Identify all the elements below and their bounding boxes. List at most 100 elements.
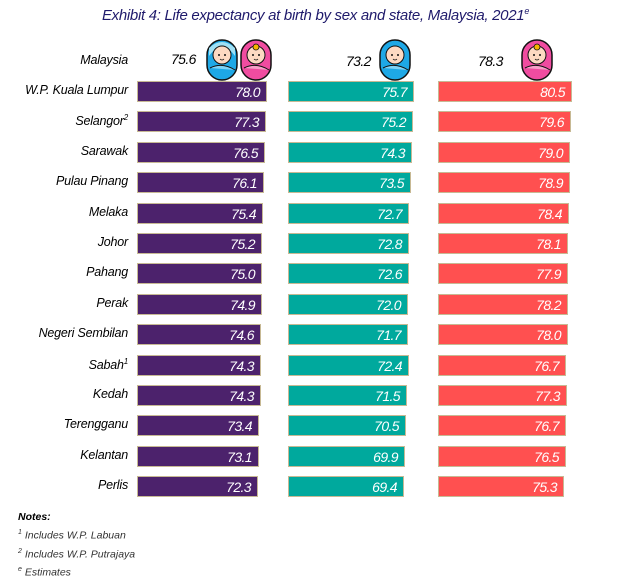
bar-total: 73.1 <box>137 445 259 467</box>
data-label: 78.9 <box>538 175 563 192</box>
category-label: Sarawak <box>80 143 128 158</box>
data-label: 76.5 <box>534 448 559 465</box>
baby-boy-icon <box>206 39 238 81</box>
data-label: 76.5 <box>233 144 258 161</box>
category-label: Terengganu <box>63 417 128 432</box>
notes: Notes: 1 Includes W.P. Labuan 2 Includes… <box>18 510 135 581</box>
data-label: 75.4 <box>231 205 256 222</box>
data-label: 79.6 <box>539 114 564 131</box>
data-label: 75.3 <box>532 479 557 496</box>
data-label: 75.7 <box>382 84 407 100</box>
data-label: 75.0 <box>230 266 255 283</box>
bar-male: 69.4 <box>288 476 404 498</box>
bar-total: 75.2 <box>137 233 262 254</box>
national-total-value: 75.6 <box>171 51 196 67</box>
data-label: 74.3 <box>380 144 405 161</box>
data-label: 74.6 <box>229 327 254 344</box>
note-item: 2 Includes W.P. Putrajaya <box>18 547 136 561</box>
title-superscript: e <box>524 6 530 16</box>
bar-total: 73.4 <box>137 415 259 437</box>
category-label: Johor <box>97 235 128 249</box>
data-label: 72.3 <box>226 479 251 496</box>
data-label: 76.7 <box>534 357 559 374</box>
bar-male: 75.7 <box>288 81 414 102</box>
bar-female: 75.3 <box>438 476 564 498</box>
bar-male: 70.5 <box>288 415 406 437</box>
bar-total: 74.3 <box>137 354 261 376</box>
data-label: 71.5 <box>375 388 400 404</box>
category-label: W.P. Kuala Lumpur <box>25 83 128 97</box>
national-female-value: 78.3 <box>478 53 503 69</box>
data-label: 77.9 <box>536 266 561 283</box>
data-label: 72.4 <box>377 357 402 374</box>
data-label: 72.0 <box>376 296 401 313</box>
bar-female: 78.1 <box>438 233 568 254</box>
baby-girl-icon <box>240 39 272 81</box>
category-label: Negeri Sembilan <box>38 326 129 341</box>
category-label: Kedah <box>92 387 128 401</box>
bar-male: 73.5 <box>288 172 411 194</box>
bar-female: 78.2 <box>438 293 568 315</box>
bar-male: 75.2 <box>288 111 413 133</box>
data-label: 70.5 <box>374 418 399 435</box>
bar-female: 78.9 <box>438 172 570 194</box>
data-label: 72.6 <box>377 266 402 283</box>
data-label: 72.7 <box>377 205 402 222</box>
data-label: 71.7 <box>376 327 401 344</box>
baby-boy-icon <box>379 39 411 81</box>
data-label: 74.9 <box>230 296 255 313</box>
data-label: 78.1 <box>536 236 561 252</box>
data-label: 73.1 <box>227 448 252 465</box>
bar-female: 79.6 <box>438 111 571 133</box>
data-label: 76.7 <box>534 418 559 435</box>
data-label: 69.9 <box>373 448 398 465</box>
bar-male: 72.0 <box>288 293 408 315</box>
data-label: 76.1 <box>232 175 257 192</box>
bar-female: 76.5 <box>438 445 566 467</box>
data-label: 74.3 <box>229 357 254 374</box>
data-label: 78.2 <box>536 296 561 313</box>
national-male-value: 73.2 <box>346 53 371 69</box>
bar-female: 79.0 <box>438 141 570 163</box>
bar-female: 80.5 <box>438 81 572 102</box>
data-label: 75.2 <box>230 236 255 252</box>
baby-girl-icon <box>521 39 553 81</box>
bar-total: 74.6 <box>137 324 261 346</box>
category-label: Perak <box>96 295 128 310</box>
category-label: Perlis <box>97 478 128 493</box>
category-label: Kelantan <box>80 447 128 462</box>
data-label: 78.0 <box>536 327 561 344</box>
chart-title: Exhibit 4: Life expectancy at birth by s… <box>0 6 631 24</box>
bar-female: 78.0 <box>438 324 568 346</box>
bar-male: 72.8 <box>288 233 409 254</box>
category-label: Pahang <box>86 265 128 280</box>
data-label: 78.0 <box>235 84 260 100</box>
bar-male: 71.7 <box>288 324 408 346</box>
note-item: 1 Includes W.P. Labuan <box>18 529 126 542</box>
data-label: 75.2 <box>381 114 406 131</box>
notes-heading: Notes: <box>18 511 51 523</box>
bar-female: 77.9 <box>438 263 568 285</box>
bar-total: 72.3 <box>137 476 258 498</box>
category-label: Melaka <box>88 204 128 219</box>
data-label: 74.3 <box>229 388 254 404</box>
data-label: 73.5 <box>379 175 404 192</box>
bar-total: 74.3 <box>137 385 261 406</box>
bar-female: 77.3 <box>438 385 567 406</box>
data-label: 78.4 <box>537 205 562 222</box>
bar-female: 76.7 <box>438 354 566 376</box>
bar-total: 76.1 <box>137 172 264 194</box>
category-label: Pulau Pinang <box>56 174 128 189</box>
bar-total: 76.5 <box>137 141 265 163</box>
bar-male: 69.9 <box>288 445 405 467</box>
chart-title-text: Exhibit 4: Life expectancy at birth by s… <box>101 7 525 24</box>
data-label: 73.4 <box>227 418 252 435</box>
data-label: 77.3 <box>234 114 259 131</box>
bar-total: 77.3 <box>137 111 266 133</box>
bar-male: 72.4 <box>288 354 409 376</box>
national-label: Malaysia <box>80 53 128 67</box>
bar-total: 78.0 <box>137 81 267 102</box>
data-label: 69.4 <box>372 479 397 496</box>
bar-total: 75.4 <box>137 202 263 224</box>
category-label: Selangor2 <box>75 113 128 129</box>
